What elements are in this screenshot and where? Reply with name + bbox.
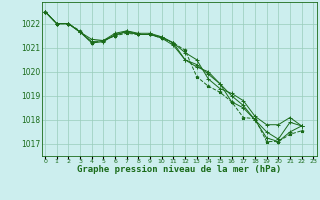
X-axis label: Graphe pression niveau de la mer (hPa): Graphe pression niveau de la mer (hPa) <box>77 165 281 174</box>
